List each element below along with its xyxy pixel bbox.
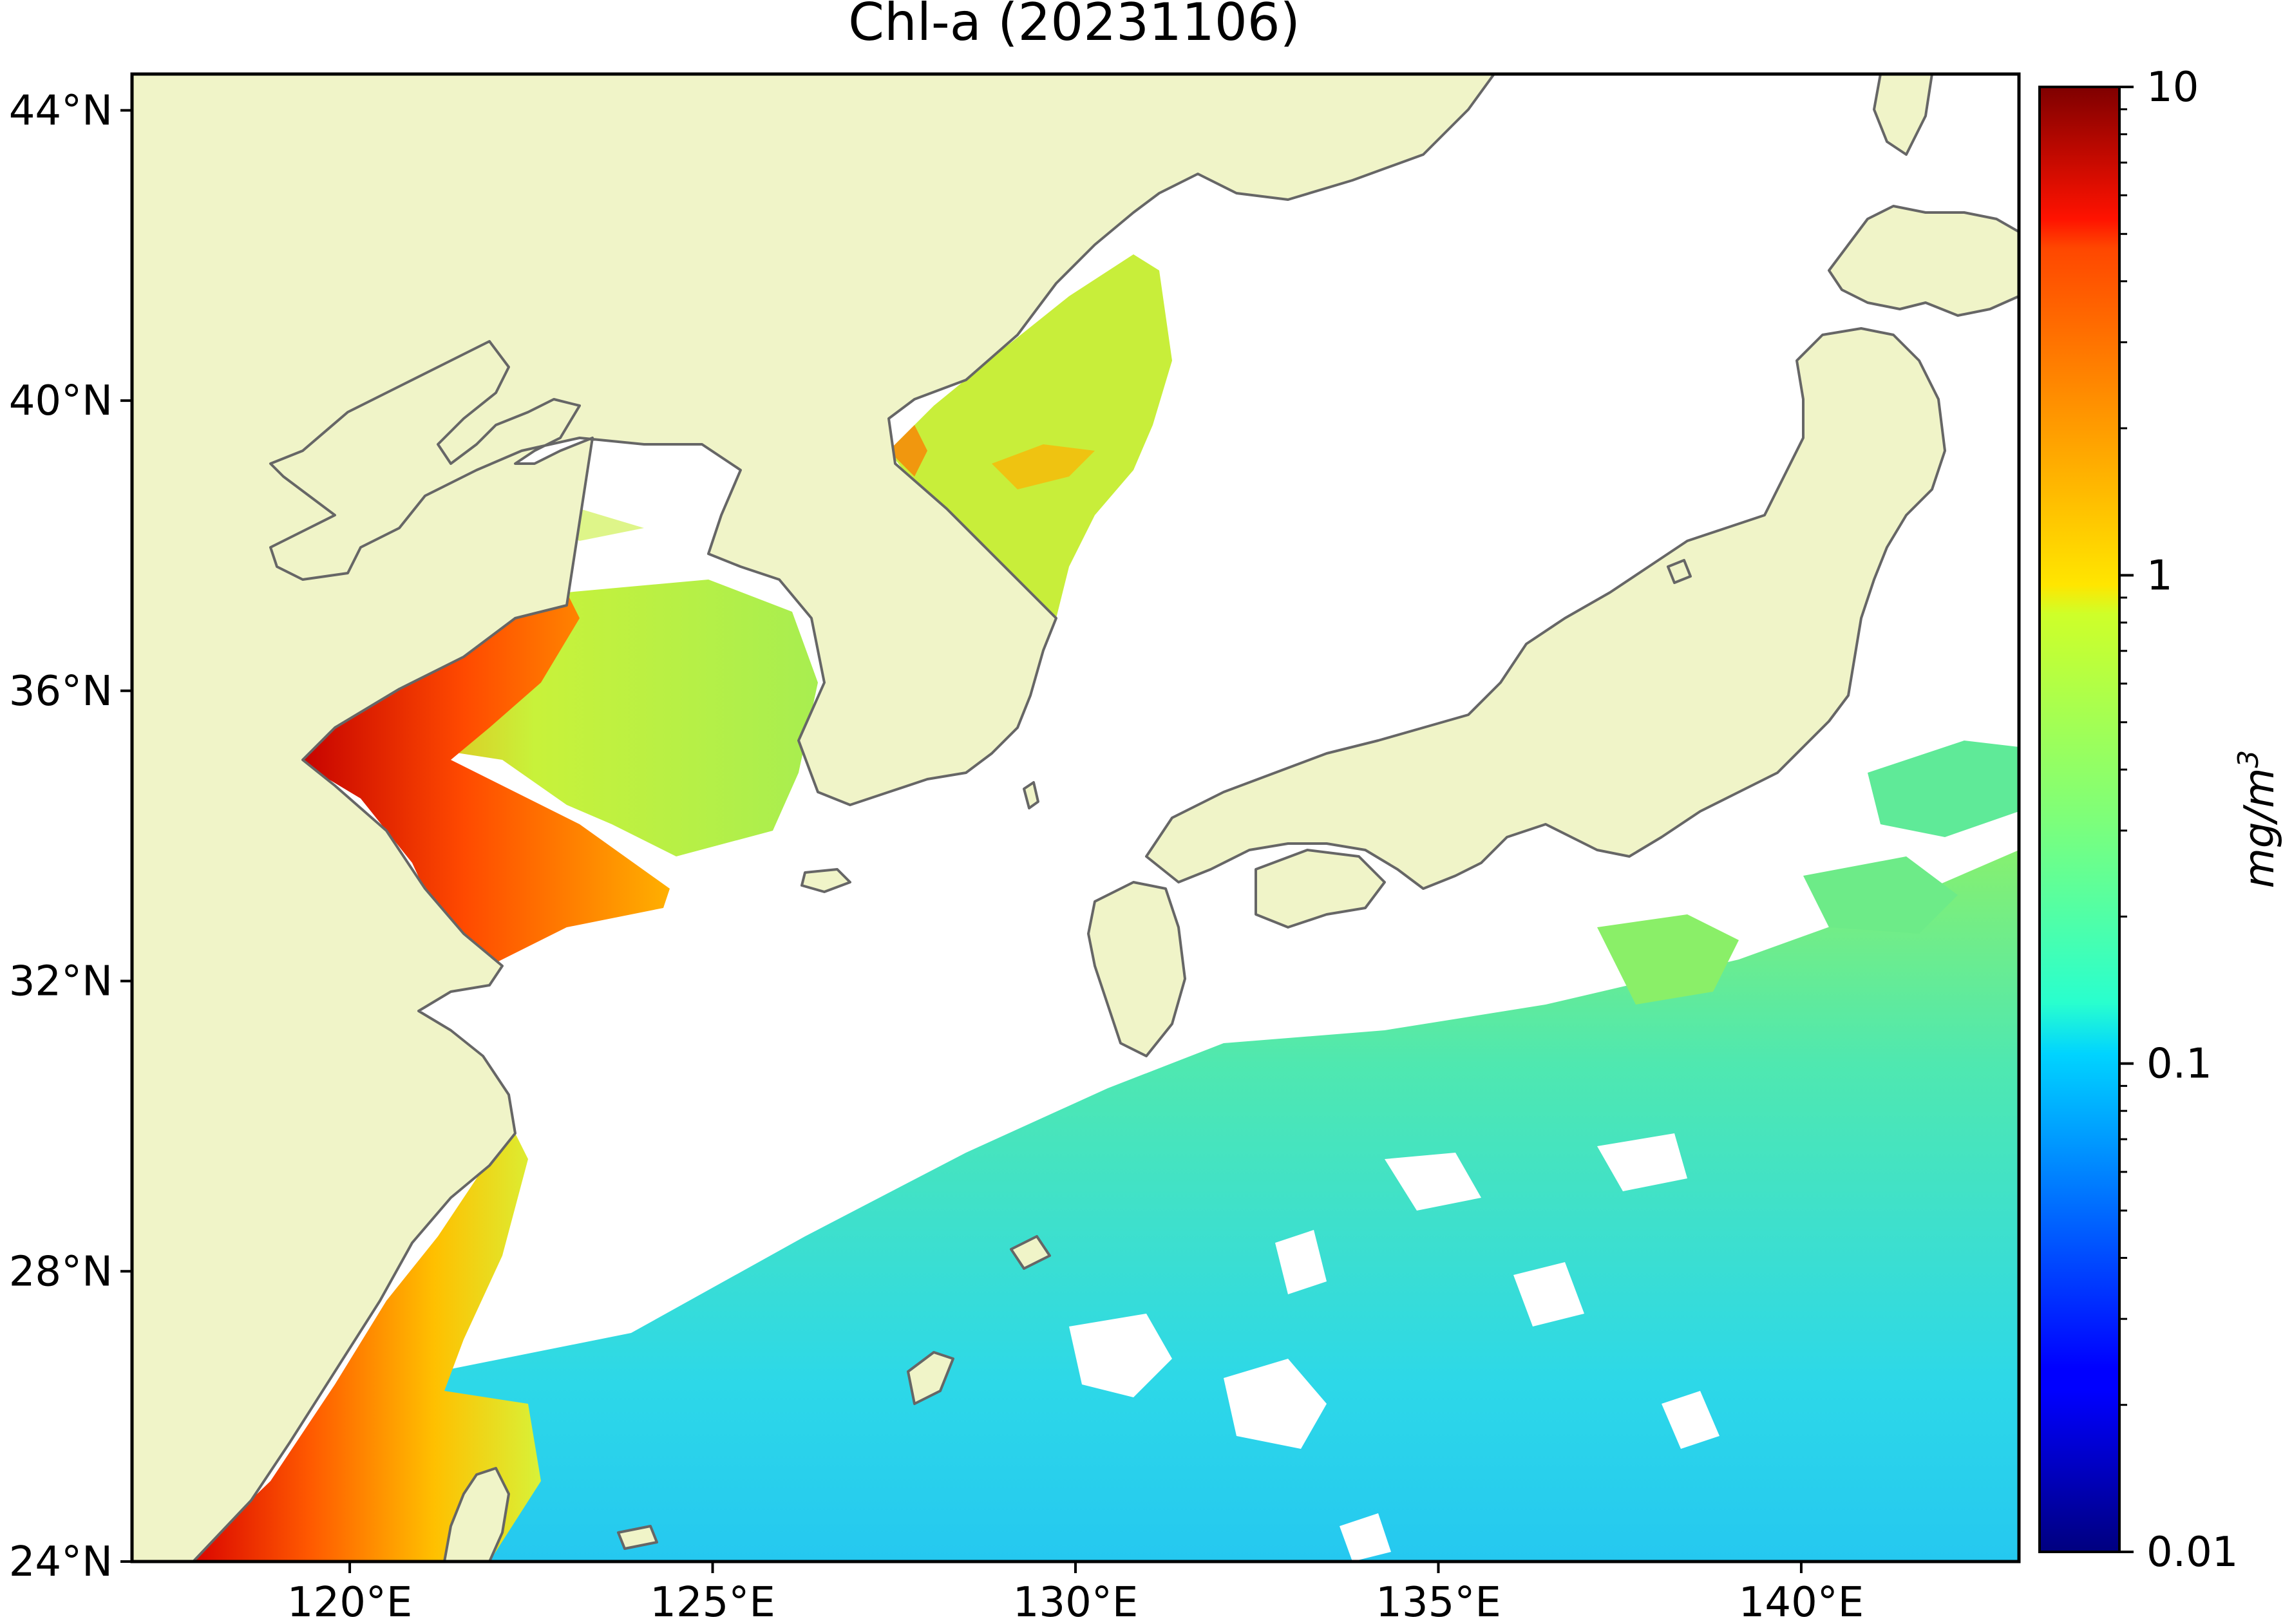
- longitude-axis: 120°E 125°E 130°E 135°E 140°E: [287, 1562, 1864, 1624]
- cloud-patches: [1069, 914, 1719, 1562]
- honshu-island: [1145, 327, 1946, 890]
- lon-tick-label: 130°E: [1013, 1579, 1139, 1624]
- tsushima-island: [1023, 781, 1039, 809]
- japan-south-patch-3: [1868, 741, 2019, 837]
- colorbar-tick-label: 1: [2146, 552, 2173, 600]
- colorbar-tick-label: 0.1: [2146, 1041, 2212, 1088]
- lon-tick-label: 125°E: [650, 1579, 775, 1624]
- hokkaido-island: [1828, 205, 2019, 317]
- colorbar-tick-label: 0.01: [2146, 1529, 2239, 1576]
- lon-tick-label: 120°E: [287, 1579, 413, 1624]
- lat-tick-label: 36°N: [9, 668, 113, 715]
- china-coastal-band: [187, 1133, 541, 1562]
- east-korea-bay-bloom: [992, 444, 1095, 489]
- chart-title: Chl-a (20231106): [848, 0, 1300, 52]
- lat-tick-label: 40°N: [9, 377, 113, 425]
- colorbar-tick-label: 10: [2146, 64, 2199, 111]
- colorbar: 10 1 0.1 0.01 mg/m3: [2038, 64, 2283, 1576]
- open-ocean-field: [425, 850, 2019, 1562]
- lon-tick-label: 135°E: [1376, 1579, 1501, 1624]
- latitude-axis: 44°N 40°N 36°N 32°N 28°N 24°N: [9, 87, 132, 1586]
- map-area: [132, 74, 2019, 1562]
- japan-south-patch-1: [1597, 914, 1739, 1005]
- lon-tick-label: 140°E: [1739, 1579, 1864, 1624]
- japan-south-patch-2: [1803, 856, 1958, 934]
- colorbar-label: mg/m3: [2232, 750, 2283, 889]
- yellow-sea-field: [303, 580, 818, 856]
- lat-tick-label: 28°N: [9, 1248, 113, 1296]
- taiwan-island: [443, 1467, 510, 1562]
- kyushu-island: [1087, 881, 1186, 1057]
- sakhalin-island: [1873, 74, 1933, 156]
- asian-mainland: [132, 74, 1495, 1562]
- okinawa-island: [907, 1351, 954, 1405]
- east-korea-bay-field: [889, 254, 1172, 631]
- lat-tick-label: 32°N: [9, 958, 113, 1006]
- chlorophyll-layer: [177, 254, 2019, 1562]
- ishigaki-island: [617, 1525, 658, 1550]
- jeju-island: [800, 868, 851, 893]
- east-korea-bay-edge: [889, 425, 927, 477]
- sado-island: [1667, 559, 1692, 584]
- colorbar-gradient: [2038, 86, 2121, 1553]
- lat-tick-label: 44°N: [9, 87, 113, 135]
- colorbar-ticks: 10 1 0.1 0.01: [2119, 64, 2239, 1576]
- shikoku-island: [1255, 849, 1386, 929]
- lat-tick-label: 24°N: [9, 1538, 113, 1586]
- amami-island: [1010, 1235, 1051, 1270]
- land: [132, 74, 2019, 1562]
